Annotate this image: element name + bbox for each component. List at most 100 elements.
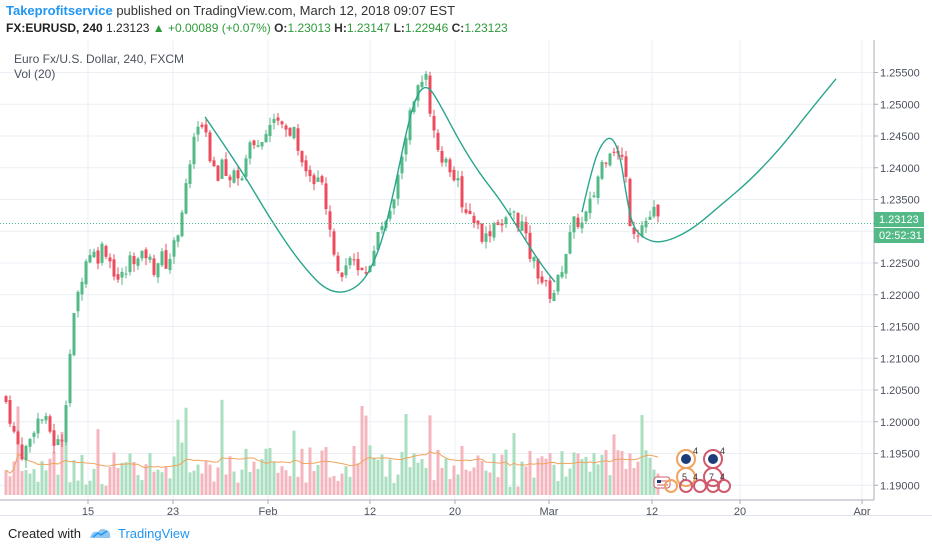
symbol-label[interactable]: FX:EURUSD, 240 [6,21,103,35]
volume-bar [216,467,220,495]
publish-info: Takeprofitservice published on TradingVi… [6,3,455,18]
candle-body [220,159,224,179]
candle-body [596,176,600,199]
author-link[interactable]: Takeprofitservice [6,3,113,18]
volume-bar [344,466,348,495]
volume-bar [292,430,296,495]
volume-bar [268,448,272,495]
volume-bar [296,476,300,495]
volume-bar [412,453,416,495]
time-tick-label: Mar [540,506,559,515]
volume-bar [40,461,44,495]
candle-body [572,216,576,233]
candle-body [396,174,400,199]
volume-ma [5,451,659,474]
candle-body [172,240,176,257]
open-label: O: [274,21,288,35]
candle-body [588,198,592,214]
candle-body [44,415,48,421]
candle-body [644,220,648,228]
candle-body [72,313,76,356]
volume-bar [304,482,308,495]
time-tick-label: 23 [167,506,179,515]
candle-body [100,243,104,263]
candle-body [524,222,528,234]
volume-bar [496,477,500,495]
candle-body [512,211,516,213]
volume-bar [328,477,332,495]
volume-bar [584,456,588,495]
volume-bar [184,407,188,495]
candle-body [168,258,172,271]
price-tick-label: 1.22000 [880,290,920,302]
flag-marker[interactable] [653,476,731,493]
candle-body [540,276,544,283]
candle-body [180,212,184,237]
candle-body [564,253,568,274]
time-tick-label: 12 [364,506,376,515]
volume-bar [524,466,528,495]
price-tick-label: 1.20500 [880,385,920,397]
time-axis[interactable]: 15 23 Feb 12 20 Mar 12 20 Apr [82,500,871,518]
volume-bar [608,475,612,495]
candle-body [4,396,8,402]
volume-bar [436,449,440,495]
event-marker[interactable]: 4 [703,446,725,469]
candle-body [444,158,448,163]
candle-body [24,445,28,461]
volume-bar [320,450,324,495]
volume-bar [468,471,472,495]
volume-bar [420,459,424,495]
price-change: ▲ +0.00089 (+0.07%) [152,21,271,35]
tradingview-logo-icon[interactable] [88,526,112,540]
price-axis[interactable]: 1.255001.250001.245001.240001.235001.230… [874,68,920,493]
candle-body [312,175,316,185]
event-markers[interactable]: 4 4 5 4 7 4 [653,446,731,493]
candle-body [104,245,108,257]
volume-bar [280,466,284,495]
volume-bar [376,459,380,495]
candle-body [212,160,216,167]
volume-bar [404,414,408,495]
candle-body [56,439,60,446]
volume-bar [164,466,168,495]
candle-body [584,211,588,222]
legend-volume[interactable]: Vol (20) [14,67,55,81]
volume-bar [308,447,312,495]
candle-body [316,177,320,182]
price-tick-label: 1.19000 [880,480,920,492]
volume-bar [356,463,360,495]
volume-bar [372,457,376,495]
candle-body [440,150,444,163]
candle-body [516,213,520,229]
candle-body [300,150,304,163]
volume-bar [252,461,256,495]
event-badge: 4 [720,472,725,482]
candle-body [132,256,136,265]
candle-body [536,259,540,279]
tradingview-brand-link[interactable]: TradingView [118,526,190,541]
volume-bar [224,474,228,495]
legend-title[interactable]: Euro Fx/U.S. Dollar, 240, FXCM [14,52,184,66]
candle-body [636,235,640,237]
volume-bar [264,448,268,495]
volume-bar [512,433,516,495]
countdown-badge [874,228,924,243]
volume-bar [220,399,224,495]
volume-bar [312,471,316,495]
volume-bar [56,474,60,495]
candle-body [152,258,156,275]
candle-body [500,223,504,226]
chart-area[interactable]: 4 4 5 4 7 4 [0,40,932,518]
volume-bar [576,453,580,495]
price-chart[interactable]: 4 4 5 4 7 4 [0,40,932,518]
candle-body [372,250,376,266]
candle-body [480,223,484,242]
volume-bar [360,405,364,495]
projection-curve [204,86,556,293]
volume-bar [244,448,248,495]
candle-body [432,116,436,131]
event-marker[interactable]: 4 [676,446,698,469]
volume-bar [336,480,340,495]
candle-body [28,439,32,447]
